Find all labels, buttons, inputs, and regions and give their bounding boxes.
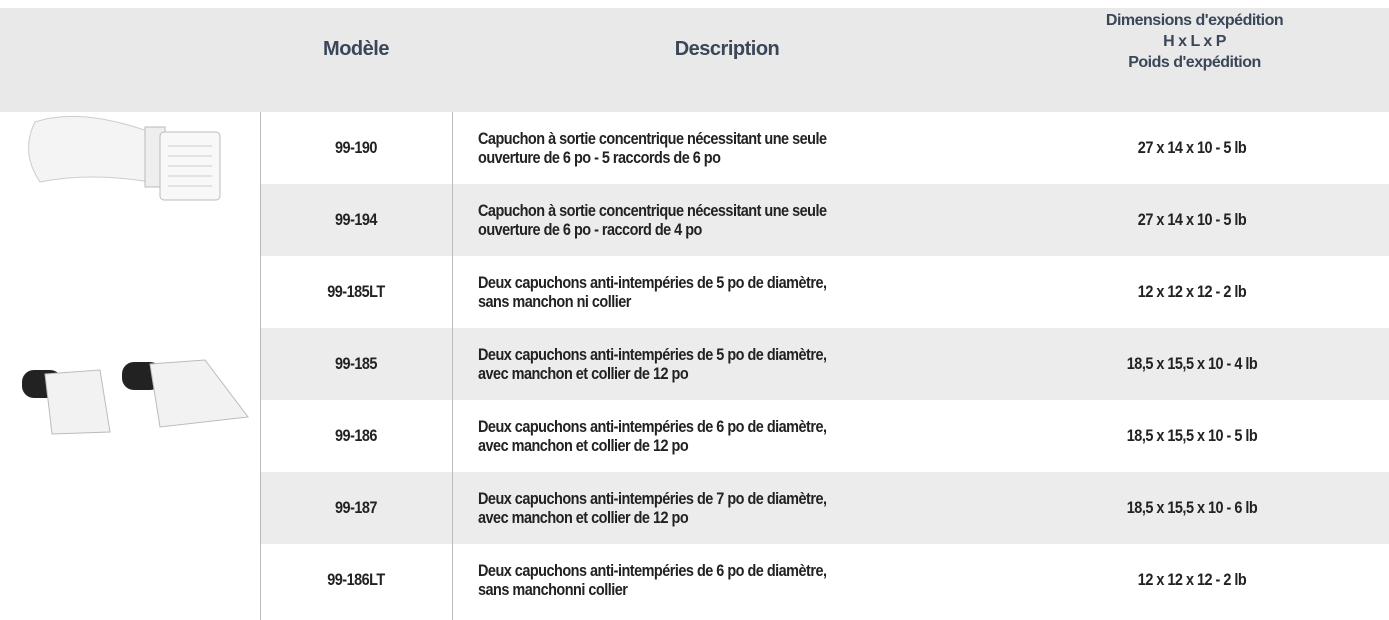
table-row: 99-186 Deux capuchons anti-intempéries de… xyxy=(260,400,1389,472)
dimensions-cell: 12 x 12 x 12 - 2 lb xyxy=(1137,282,1247,301)
header-line: H x L x P xyxy=(1163,33,1226,50)
dimensions-cell: 18,5 x 15,5 x 10 - 5 lb xyxy=(1126,426,1258,445)
model-cell: 99-190 xyxy=(335,138,377,157)
description-cell: Capuchon à sortie concentrique nécessita… xyxy=(478,112,988,184)
description-cell: Deux capuchons anti-intempéries de 6 po … xyxy=(478,400,988,472)
table-row: 99-190 Capuchon à sortie concentrique néc… xyxy=(260,112,1389,184)
description-line: avec manchon et collier de 12 po xyxy=(478,364,689,383)
concentric-cap-image xyxy=(28,115,221,201)
description-line: ouverture de 6 po - 5 raccords de 6 po xyxy=(478,148,721,167)
description-line: ouverture de 6 po - raccord de 4 po xyxy=(478,220,702,239)
header-row: Modèle Description Dimensions d'expéditi… xyxy=(0,8,1389,112)
description-line: Deux capuchons anti-intempéries de 5 po … xyxy=(478,345,827,364)
model-cell: 99-186LT xyxy=(327,570,385,589)
description-cell: Deux capuchons anti-intempéries de 5 po … xyxy=(478,256,988,328)
description-cell: Deux capuchons anti-intempéries de 6 po … xyxy=(478,544,988,616)
description-line: Deux capuchons anti-intempéries de 6 po … xyxy=(478,561,827,580)
description-line: Capuchon à sortie concentrique nécessita… xyxy=(478,201,827,220)
description-cell: Deux capuchons anti-intempéries de 7 po … xyxy=(478,472,988,544)
table-row: 99-185LT Deux capuchons anti-intempéries … xyxy=(260,256,1389,328)
dimensions-cell: 12 x 12 x 12 - 2 lb xyxy=(1137,570,1247,589)
description-line: sans manchonni collier xyxy=(478,580,628,599)
model-cell: 99-187 xyxy=(335,498,377,517)
model-header: Modèle xyxy=(323,38,389,60)
description-cell: Capuchon à sortie concentrique nécessita… xyxy=(478,184,988,256)
model-cell: 99-185 xyxy=(335,354,377,373)
header-line: Dimensions d'expédition xyxy=(1105,12,1284,29)
table-row: 99-186LT Deux capuchons anti-intempéries … xyxy=(260,544,1389,616)
dimensions-cell: 27 x 14 x 10 - 5 lb xyxy=(1137,138,1247,157)
description-line: Deux capuchons anti-intempéries de 6 po … xyxy=(478,417,827,436)
product-images xyxy=(22,115,249,435)
description-header: Description xyxy=(674,38,780,60)
description-line: Capuchon à sortie concentrique nécessita… xyxy=(478,129,827,148)
description-cell: Deux capuchons anti-intempéries de 5 po … xyxy=(478,328,988,400)
dimensions-cell: 27 x 14 x 10 - 5 lb xyxy=(1137,210,1247,229)
table-row: 99-187 Deux capuchons anti-intempéries de… xyxy=(260,472,1389,544)
dimensions-cell: 18,5 x 15,5 x 10 - 6 lb xyxy=(1126,498,1258,517)
dimensions-cell: 18,5 x 15,5 x 10 - 4 lb xyxy=(1126,354,1258,373)
description-line: avec manchon et collier de 12 po xyxy=(478,508,689,527)
description-line: sans manchon ni collier xyxy=(478,292,631,311)
hood-pair-image xyxy=(22,359,249,435)
description-line: Deux capuchons anti-intempéries de 7 po … xyxy=(478,489,827,508)
model-cell: 99-185LT xyxy=(327,282,385,301)
table-row: 99-194 Capuchon à sortie concentrique néc… xyxy=(260,184,1389,256)
model-cell: 99-194 xyxy=(335,210,377,229)
header-line: Poids d'expédition xyxy=(1128,54,1261,71)
model-cell: 99-186 xyxy=(335,426,377,445)
dimensions-header: Dimensions d'expédition H x L x P Poids … xyxy=(1000,10,1389,73)
table-row: 99-185 Deux capuchons anti-intempéries de… xyxy=(260,328,1389,400)
column-divider xyxy=(260,112,261,620)
column-divider xyxy=(452,112,453,620)
description-line: avec manchon et collier de 12 po xyxy=(478,436,689,455)
description-line: Deux capuchons anti-intempéries de 5 po … xyxy=(478,273,827,292)
